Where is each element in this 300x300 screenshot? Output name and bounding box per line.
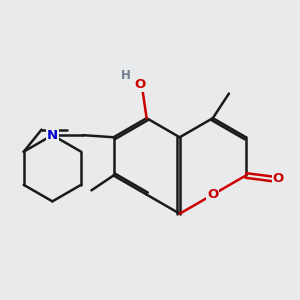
Text: O: O (207, 188, 218, 201)
Text: N: N (47, 129, 58, 142)
Text: O: O (135, 78, 146, 91)
Text: O: O (273, 172, 284, 185)
Text: H: H (121, 69, 131, 82)
